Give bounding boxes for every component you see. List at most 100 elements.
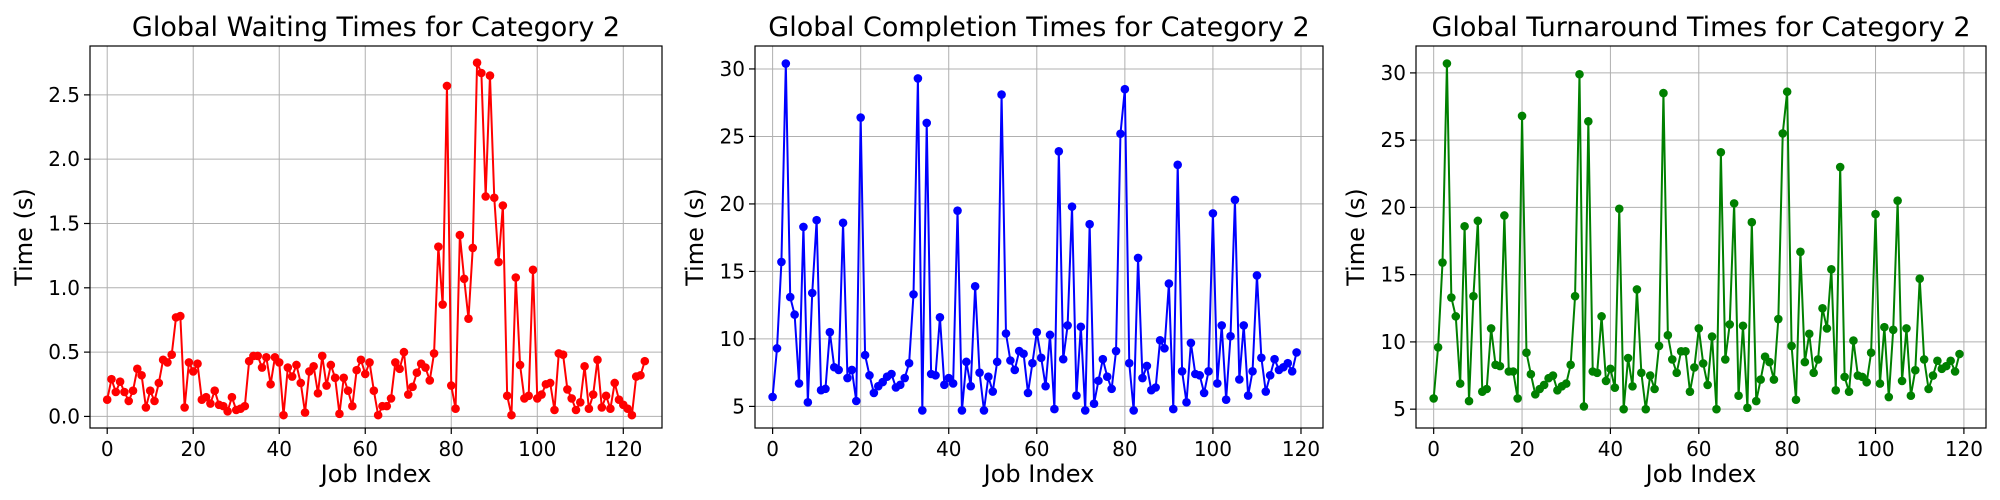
data-point xyxy=(1548,371,1558,380)
data-point xyxy=(1438,258,1447,267)
data-point xyxy=(1756,375,1765,384)
data-point xyxy=(1875,379,1885,388)
y-tick-label: 2.0 xyxy=(48,147,80,171)
data-point xyxy=(1645,371,1655,380)
data-point xyxy=(1036,353,1046,363)
y-tick-label: 20 xyxy=(1381,195,1406,219)
data-point xyxy=(1800,357,1810,367)
y-tick-label: 30 xyxy=(720,57,745,81)
data-point xyxy=(145,386,155,396)
data-point xyxy=(141,403,151,412)
data-point xyxy=(1924,384,1933,394)
data-point xyxy=(1019,349,1028,359)
data-point xyxy=(1213,379,1222,388)
data-point xyxy=(425,376,435,385)
data-point xyxy=(1199,388,1209,398)
data-point xyxy=(373,410,383,420)
data-point xyxy=(567,394,576,403)
data-point xyxy=(904,358,914,368)
data-point xyxy=(1050,404,1059,414)
data-point xyxy=(627,410,637,420)
data-point xyxy=(825,327,835,337)
data-point xyxy=(528,265,538,275)
data-point xyxy=(1041,381,1050,391)
x-tick-label: 120 xyxy=(604,437,642,461)
data-point xyxy=(1500,211,1509,220)
data-point xyxy=(274,358,284,367)
data-point xyxy=(1447,293,1456,302)
data-point xyxy=(1681,347,1690,356)
data-point xyxy=(1120,84,1130,94)
data-point xyxy=(799,222,808,232)
data-point xyxy=(785,292,795,302)
data-point xyxy=(1526,369,1536,379)
x-tick-label: 100 xyxy=(518,437,556,461)
data-point xyxy=(1716,147,1726,157)
data-point xyxy=(584,404,594,414)
x-axis-label: Job Index xyxy=(1644,460,1757,488)
data-point xyxy=(1628,382,1637,391)
data-point xyxy=(843,373,852,383)
data-point xyxy=(137,370,146,380)
data-point xyxy=(1813,355,1823,364)
data-point xyxy=(240,401,250,411)
data-point xyxy=(279,410,288,420)
data-point xyxy=(1619,404,1628,414)
data-point xyxy=(1469,291,1478,301)
data-point xyxy=(856,113,865,122)
data-point xyxy=(227,392,237,402)
data-point xyxy=(1862,377,1871,387)
data-point xyxy=(188,367,198,376)
x-tick-label: 60 xyxy=(1686,437,1711,461)
data-point xyxy=(1566,360,1575,370)
y-tick-label: 25 xyxy=(1381,128,1406,152)
x-tick-label: 40 xyxy=(1598,437,1623,461)
data-point xyxy=(575,397,585,407)
x-tick-label: 60 xyxy=(353,437,378,461)
data-point xyxy=(1818,303,1827,313)
data-point xyxy=(1495,361,1505,371)
y-tick-label: 15 xyxy=(720,259,745,283)
data-point xyxy=(1433,343,1443,352)
data-point xyxy=(1902,324,1911,333)
y-tick-label: 10 xyxy=(720,327,745,351)
data-point xyxy=(193,359,202,368)
data-point xyxy=(918,406,927,415)
data-point xyxy=(1871,209,1880,219)
data-point xyxy=(1743,403,1752,413)
data-point xyxy=(640,356,650,366)
x-tick-label: 60 xyxy=(1024,437,1049,461)
data-point xyxy=(507,410,516,420)
data-point xyxy=(860,350,870,360)
x-tick-label: 120 xyxy=(1282,437,1320,461)
data-point xyxy=(1575,69,1584,79)
data-point xyxy=(326,360,336,370)
data-point xyxy=(107,374,116,384)
data-point xyxy=(335,409,344,419)
data-point xyxy=(111,387,121,397)
x-tick-label: 0 xyxy=(1427,437,1440,461)
data-point xyxy=(1142,361,1152,371)
x-tick-label: 40 xyxy=(267,437,292,461)
data-point xyxy=(1080,406,1090,415)
data-point xyxy=(1076,322,1086,332)
data-point xyxy=(1787,341,1796,351)
data-point xyxy=(1067,202,1077,211)
data-point xyxy=(511,273,521,282)
data-point xyxy=(790,310,799,319)
data-point xyxy=(1623,353,1633,363)
data-point xyxy=(262,352,271,362)
data-point xyxy=(1667,355,1677,364)
data-point xyxy=(1654,341,1664,351)
data-point xyxy=(412,368,422,377)
data-point xyxy=(1235,375,1244,384)
data-point xyxy=(1725,320,1735,329)
data-point xyxy=(176,311,185,321)
data-point xyxy=(1257,353,1266,363)
chart-title: Global Turnaround Times for Category 2 xyxy=(1432,12,1971,43)
data-point xyxy=(1570,291,1580,301)
x-tick-label: 80 xyxy=(1112,437,1137,461)
data-point xyxy=(1252,271,1262,280)
data-point xyxy=(399,347,409,357)
